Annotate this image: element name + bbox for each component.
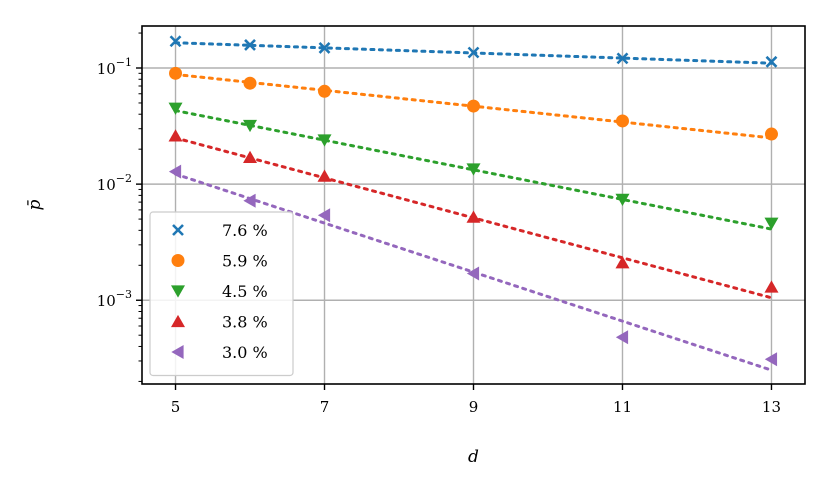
x-axis-ticks: 5 7 9 11 13 <box>171 384 781 416</box>
legend-entry: 3.8 % <box>171 313 268 332</box>
y-axis-ticks: 10−110−210−3 <box>97 32 142 382</box>
fit-line-series-3 <box>174 109 773 231</box>
data-point-series-5 <box>168 164 182 179</box>
x-axis-label: d <box>468 447 479 467</box>
legend-marker <box>171 254 185 267</box>
x-tick-label: 5 <box>171 398 181 416</box>
y-tick-label: 10−1 <box>97 56 132 78</box>
data-point-series-2 <box>243 76 257 90</box>
data-point-series-4 <box>764 280 779 293</box>
legend-entry: 7.6 % <box>172 221 268 240</box>
legend-marker <box>171 285 185 298</box>
data-point-series-5 <box>317 208 331 223</box>
data-point-series-2 <box>169 66 183 80</box>
legend-entry: 5.9 % <box>171 252 268 271</box>
data-point-series-5 <box>615 330 629 345</box>
data-point-series-2 <box>764 127 778 141</box>
legend-label: 4.5 % <box>222 282 268 301</box>
data-point-series-4 <box>615 256 630 269</box>
y-tick-exponent: −3 <box>116 288 132 301</box>
data-point-series-1 <box>467 46 480 59</box>
data-point-series-5 <box>764 352 778 367</box>
data-point-series-4 <box>466 210 481 223</box>
data-point-series-5 <box>243 193 256 208</box>
legend-label: 5.9 % <box>222 252 268 271</box>
data-point-series-3 <box>243 119 258 133</box>
y-axis-label: p̄ <box>25 199 45 210</box>
y-tick-base: 10 <box>97 60 116 78</box>
y-tick-base: 10 <box>97 176 116 194</box>
data-point-series-4 <box>168 129 183 142</box>
data-point-series-5 <box>466 266 480 281</box>
y-tick-label: 10−3 <box>97 288 132 310</box>
y-tick-exponent: −2 <box>116 172 132 185</box>
data-point-series-4 <box>243 150 258 163</box>
data-point-series-1 <box>616 52 629 65</box>
y-tick-label: 10−2 <box>97 172 132 194</box>
data-point-series-2 <box>467 99 480 113</box>
legend: 7.6 % 5.9 % 4.5 % 3.8 % 3.0 % <box>149 211 294 377</box>
data-point-series-1 <box>765 55 778 68</box>
data-point-series-1 <box>169 35 182 48</box>
legend-marker <box>172 224 184 236</box>
legend-label: 3.8 % <box>222 313 268 332</box>
legend-box <box>149 211 294 377</box>
data-point-series-1 <box>318 41 331 54</box>
x-tick-label: 9 <box>469 398 479 416</box>
data-point-series-3 <box>168 102 183 115</box>
legend-label: 7.6 % <box>222 221 268 240</box>
y-tick-base: 10 <box>97 292 116 310</box>
data-point-series-2 <box>615 114 629 128</box>
data-point-series-2 <box>318 84 332 98</box>
data-markers <box>168 35 779 367</box>
data-point-series-3 <box>764 217 779 230</box>
legend-marker <box>171 345 184 359</box>
legend-entry: 3.0 % <box>171 343 268 362</box>
data-point-series-3 <box>466 163 481 176</box>
data-point-series-3 <box>615 193 630 206</box>
x-tick-label: 13 <box>762 398 781 416</box>
legend-entry: 4.5 % <box>171 282 268 301</box>
data-point-series-3 <box>317 134 332 147</box>
legend-marker <box>171 314 185 328</box>
legend-label: 3.0 % <box>222 343 268 362</box>
y-tick-exponent: −1 <box>116 56 132 69</box>
data-point-series-4 <box>317 169 332 182</box>
x-tick-label: 7 <box>320 398 330 416</box>
x-tick-label: 11 <box>613 398 632 416</box>
data-point-series-1 <box>244 39 256 51</box>
